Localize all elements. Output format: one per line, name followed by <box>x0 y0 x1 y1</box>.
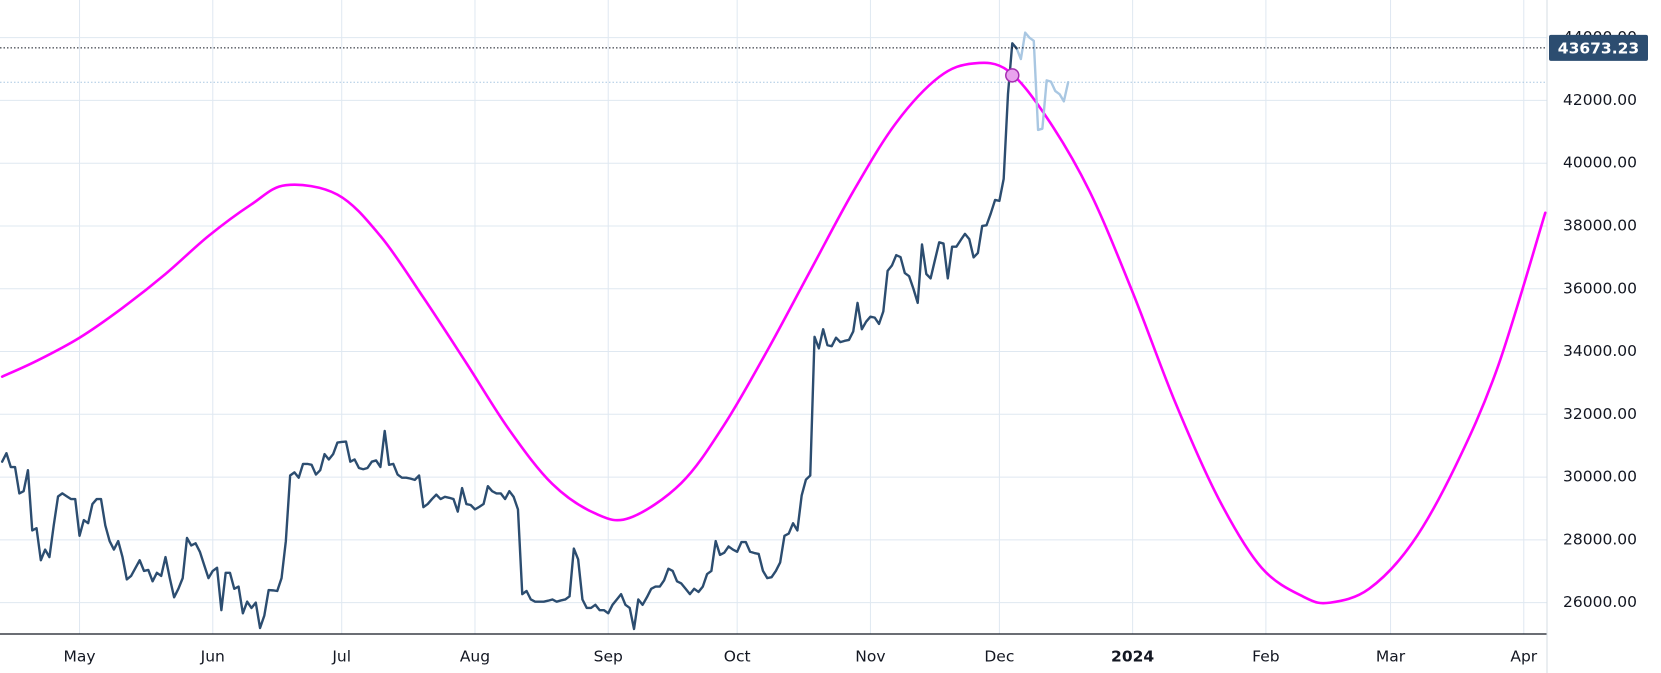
x-tick-label: Aug <box>460 648 490 666</box>
series-line <box>0 61 1547 605</box>
x-tick-label: Jul <box>331 648 351 666</box>
y-tick-label: 30000.00 <box>1563 468 1637 486</box>
x-tick-label: Sep <box>594 648 623 666</box>
x-tick-label: Jun <box>200 648 225 666</box>
series-line <box>0 42 1018 631</box>
y-tick-label: 32000.00 <box>1563 405 1637 423</box>
x-tick-label: May <box>63 648 95 666</box>
y-tick-label: 38000.00 <box>1563 216 1637 234</box>
price-badge-label: 43673.23 <box>1558 39 1639 57</box>
x-tick-label: Dec <box>984 648 1014 666</box>
x-tick-label: Oct <box>724 648 751 666</box>
x-tick-label: 2024 <box>1111 648 1154 666</box>
y-tick-label: 28000.00 <box>1563 530 1637 548</box>
y-tick-label: 34000.00 <box>1563 342 1637 360</box>
y-tick-label: 26000.00 <box>1563 593 1637 611</box>
y-tick-label: 36000.00 <box>1563 279 1637 297</box>
series-line <box>1015 31 1070 132</box>
price-badge <box>1549 34 1648 61</box>
x-tick-label: Mar <box>1376 648 1406 666</box>
x-tick-label: Feb <box>1252 648 1279 666</box>
x-tick-label: Apr <box>1510 648 1537 666</box>
y-tick-label: 40000.00 <box>1563 154 1637 172</box>
y-tick-label: 42000.00 <box>1563 91 1637 109</box>
crosshair-marker <box>1005 68 1020 83</box>
x-tick-label: Nov <box>855 648 885 666</box>
